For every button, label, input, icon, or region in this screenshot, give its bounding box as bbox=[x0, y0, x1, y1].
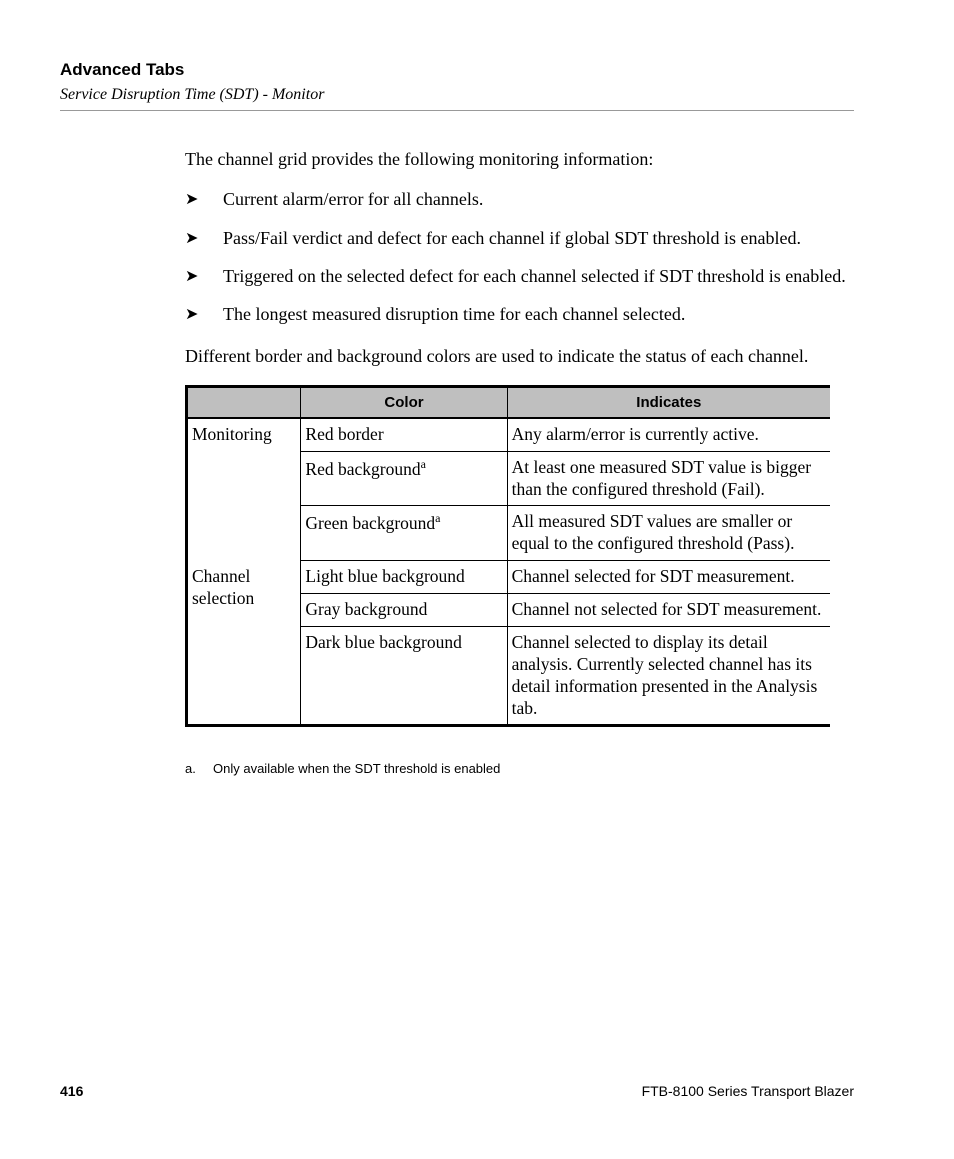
table-cell-color: Gray background bbox=[301, 594, 507, 627]
table-cell-indicates: At least one measured SDT value is bigge… bbox=[507, 451, 830, 506]
table-wrapper: Color Indicates Monitoring Red border An… bbox=[185, 385, 854, 728]
table-header-color: Color bbox=[301, 386, 507, 418]
color-indicator-table: Color Indicates Monitoring Red border An… bbox=[185, 385, 830, 728]
page-container: Advanced Tabs Service Disruption Time (S… bbox=[0, 0, 954, 1159]
table-cell-color: Red border bbox=[301, 418, 507, 451]
footnote-marker: a bbox=[421, 457, 426, 471]
table-header-row: Color Indicates bbox=[187, 386, 831, 418]
list-item: Triggered on the selected defect for eac… bbox=[185, 264, 854, 288]
list-item: Pass/Fail verdict and defect for each ch… bbox=[185, 226, 854, 250]
intro-paragraph: The channel grid provides the following … bbox=[185, 147, 854, 171]
table-cell-color: Red backgrounda bbox=[301, 451, 507, 506]
table-cell-indicates: Channel not selected for SDT measurement… bbox=[507, 594, 830, 627]
page-number: 416 bbox=[60, 1083, 83, 1099]
table-cell-color: Green backgrounda bbox=[301, 506, 507, 561]
table-row: Channel selection Light blue background … bbox=[187, 561, 831, 594]
page-title: Advanced Tabs bbox=[60, 60, 854, 80]
table-cell-color: Light blue background bbox=[301, 561, 507, 594]
table-cell-indicates: Any alarm/error is currently active. bbox=[507, 418, 830, 451]
footnote-text: Only available when the SDT threshold is… bbox=[213, 761, 500, 776]
table-cell-indicates: Channel selected for SDT measurement. bbox=[507, 561, 830, 594]
table-cell-group: Channel selection bbox=[187, 561, 301, 726]
footer-doc-title: FTB-8100 Series Transport Blazer bbox=[642, 1083, 854, 1099]
table-cell-indicates: All measured SDT values are smaller or e… bbox=[507, 506, 830, 561]
table-header-indicates: Indicates bbox=[507, 386, 830, 418]
page-subtitle: Service Disruption Time (SDT) - Monitor bbox=[60, 86, 854, 104]
table-cell-color: Dark blue background bbox=[301, 626, 507, 726]
bullet-list: Current alarm/error for all channels. Pa… bbox=[185, 187, 854, 326]
footnote: a.Only available when the SDT threshold … bbox=[185, 761, 854, 776]
table-cell-group: Monitoring bbox=[187, 418, 301, 561]
list-item: Current alarm/error for all channels. bbox=[185, 187, 854, 211]
footnote-label: a. bbox=[185, 761, 213, 776]
table-header-empty bbox=[187, 386, 301, 418]
page-footer: 416 FTB-8100 Series Transport Blazer bbox=[60, 1083, 854, 1099]
table-row: Monitoring Red border Any alarm/error is… bbox=[187, 418, 831, 451]
table-cell-indicates: Channel selected to display its detail a… bbox=[507, 626, 830, 726]
list-item: The longest measured disruption time for… bbox=[185, 302, 854, 326]
body-paragraph: Different border and background colors a… bbox=[185, 344, 854, 368]
footnote-marker: a bbox=[435, 511, 440, 525]
header-rule bbox=[60, 110, 854, 111]
